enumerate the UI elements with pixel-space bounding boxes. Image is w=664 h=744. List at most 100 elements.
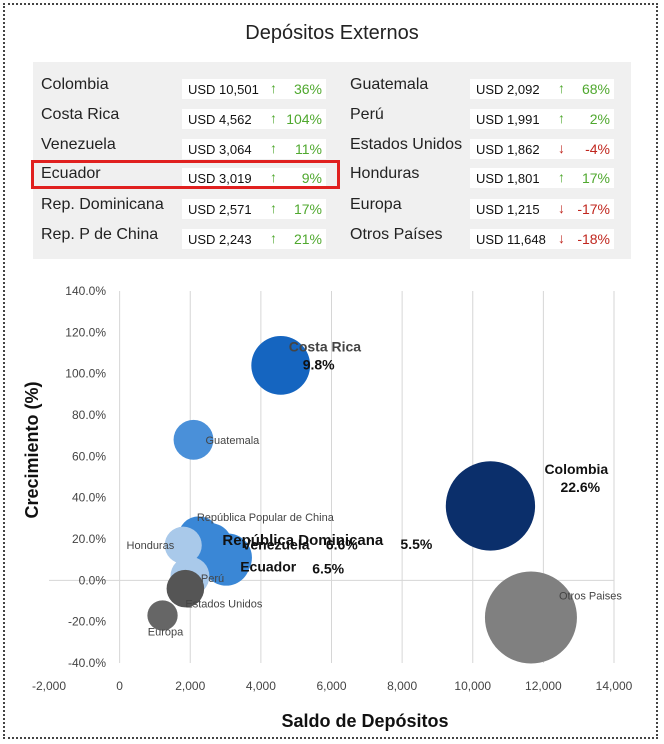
y-tick-label: -40.0% — [68, 656, 106, 670]
country-value-box: USD 2,243 ↑ 21% — [182, 229, 326, 249]
bubble-share-label: 5.5% — [400, 536, 432, 552]
arrow-down-icon: ↓ — [558, 200, 565, 216]
growth-percent: 2% — [589, 111, 610, 127]
deposit-amount: USD 10,501 — [188, 82, 259, 97]
bubble-label: Colombia — [544, 461, 608, 477]
country-name-right-4: Europa — [350, 196, 402, 213]
x-tick-label: 10,000 — [454, 679, 491, 693]
country-name-right-1: Perú — [350, 106, 384, 123]
bubble-honduras — [164, 526, 202, 564]
arrow-up-icon: ↑ — [558, 110, 565, 126]
bubble-label: Ecuador — [240, 559, 297, 575]
bubble-label: República Dominicana — [222, 532, 384, 549]
x-tick-label: 14,000 — [596, 679, 633, 693]
x-tick-label: 12,000 — [525, 679, 562, 693]
country-name-right-2: Estados Unidos — [350, 136, 463, 153]
y-tick-label: 120.0% — [65, 325, 106, 339]
deposit-amount: USD 1,862 — [476, 142, 540, 157]
outer-frame — [3, 3, 658, 739]
country-value-box: USD 10,501 ↑ 36% — [182, 79, 326, 99]
bubble-label: Guatemala — [205, 435, 260, 447]
x-tick-label: 6,000 — [316, 679, 346, 693]
bubble-share-label: 6.6% — [326, 537, 358, 553]
country-name-left-0: Colombia — [41, 76, 109, 93]
deposit-amount: USD 3,019 — [188, 171, 252, 186]
bubble-label: Europa — [148, 626, 184, 638]
bubble-series — [147, 336, 577, 664]
bubble-share-label: 9.8% — [303, 356, 335, 372]
deposit-amount: USD 11,648 — [476, 232, 546, 247]
country-value-box: USD 11,648 ↓ -18% — [470, 229, 614, 249]
country-name-left-1: Costa Rica — [41, 106, 120, 123]
y-tick-label: 0.0% — [79, 573, 107, 587]
y-tick-label: 60.0% — [72, 449, 106, 463]
bubble-share-label: 6.5% — [312, 561, 344, 577]
growth-percent: 36% — [293, 81, 322, 97]
growth-percent: 104% — [286, 111, 322, 127]
bubble-label: Perú — [201, 573, 224, 585]
arrow-up-icon: ↑ — [270, 230, 277, 246]
country-name-right-3: Honduras — [350, 165, 420, 182]
arrow-up-icon: ↑ — [270, 200, 277, 216]
y-axis-title: Crecimiento (%) — [22, 381, 42, 518]
growth-percent: -17% — [577, 201, 610, 217]
country-name-left-5: Rep. P de China — [41, 226, 159, 243]
bubble-label: Costa Rica — [289, 338, 362, 354]
x-axis-title: Saldo de Depósitos — [281, 711, 448, 731]
deposit-amount: USD 2,243 — [188, 232, 252, 247]
growth-percent: 68% — [581, 81, 610, 97]
bubble-label: República Popular de China — [197, 512, 335, 524]
x-tick-label: 0 — [116, 679, 123, 693]
growth-percent: 9% — [301, 170, 322, 186]
country-value-box: USD 3,019 ↑ 9% — [182, 168, 326, 188]
bubble-otros-paises — [484, 571, 577, 664]
arrow-up-icon: ↑ — [558, 169, 565, 185]
country-name-right-0: Guatemala — [350, 76, 429, 93]
x-tick-label: -2,000 — [32, 679, 66, 693]
deposit-amount: USD 3,064 — [188, 142, 252, 157]
arrow-up-icon: ↑ — [558, 80, 565, 96]
growth-percent: -4% — [585, 141, 610, 157]
ecuador-highlight-box — [31, 160, 340, 189]
arrow-up-icon: ↑ — [270, 110, 277, 126]
bubble-label: Otros Paises — [559, 591, 622, 603]
bubble-costa-rica — [251, 336, 311, 395]
growth-percent: -18% — [577, 231, 610, 247]
country-value-box: USD 1,862 ↓ -4% — [470, 139, 614, 159]
growth-percent: 17% — [293, 201, 322, 217]
deposit-amount: USD 1,991 — [476, 112, 540, 127]
arrow-down-icon: ↓ — [558, 230, 565, 246]
table-title: Depósitos Externos — [245, 22, 419, 44]
country-value-box: USD 3,064 ↑ 11% — [182, 139, 326, 159]
y-tick-label: 100.0% — [65, 367, 106, 381]
arrow-down-icon: ↓ — [558, 140, 565, 156]
country-name-left-2: Venezuela — [41, 136, 116, 153]
deposit-amount: USD 2,092 — [476, 82, 540, 97]
y-tick-label: 40.0% — [72, 491, 106, 505]
country-value-box: USD 4,562 ↑ 104% — [182, 109, 326, 129]
arrow-up-icon: ↑ — [270, 80, 277, 96]
bubble-labels: Colombia 22.6% Otros Paises Costa Rica 9.8% R… — [127, 338, 623, 638]
country-value-box: USD 2,092 ↑ 68% — [470, 79, 614, 99]
bubble-europa — [147, 600, 178, 631]
bubble-label: Estados Unidos — [185, 599, 263, 611]
bubble-guatemala — [173, 419, 214, 460]
x-tick-label: 2,000 — [175, 679, 205, 693]
y-tick-label: 20.0% — [72, 532, 106, 546]
y-tick-label: 80.0% — [72, 408, 106, 422]
deposit-amount: USD 1,215 — [476, 202, 540, 217]
country-value-box: USD 1,801 ↑ 17% — [470, 168, 614, 188]
country-name-right-5: Otros Países — [350, 226, 443, 243]
country-name-left-4: Rep. Dominicana — [41, 196, 164, 213]
deposit-amount: USD 2,571 — [188, 202, 252, 217]
x-tick-label: 8,000 — [387, 679, 417, 693]
country-name-left-3: Ecuador — [41, 165, 101, 182]
growth-percent: 21% — [293, 231, 322, 247]
arrow-up-icon: ↑ — [270, 140, 277, 156]
bubble-colombia — [445, 461, 536, 551]
x-tick-label: 4,000 — [246, 679, 276, 693]
y-tick-label: -20.0% — [68, 615, 106, 629]
bubble-share-label: 22.6% — [560, 479, 600, 495]
growth-percent: 11% — [295, 141, 322, 157]
